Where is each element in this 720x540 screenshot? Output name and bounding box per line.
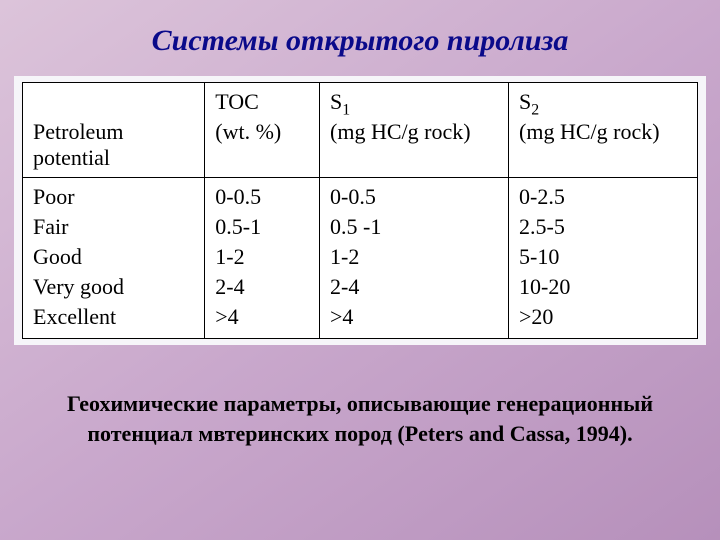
cell: 2-4 (205, 272, 320, 302)
table-row: Poor 0-0.5 0-0.5 0-2.5 (23, 178, 698, 213)
table-body: Poor 0-0.5 0-0.5 0-2.5 Fair 0.5-1 0.5 -1… (23, 178, 698, 339)
slide: Системы открытого пиролиза TOC S1 S2 Pet… (0, 0, 720, 540)
cell: 1-2 (205, 242, 320, 272)
table-container: TOC S1 S2 Petroleum potential (wt. %) (m… (14, 76, 706, 345)
table-row: Fair 0.5-1 0.5 -1 2.5-5 (23, 212, 698, 242)
cell: 0.5 -1 (320, 212, 509, 242)
cell: 10-20 (509, 272, 698, 302)
col-header-bot-1: (wt. %) (205, 117, 320, 178)
col-header-top-1: TOC (205, 83, 320, 118)
cell: 1-2 (320, 242, 509, 272)
col-header-top-3: S2 (509, 83, 698, 118)
col-header-top-2: S1 (320, 83, 509, 118)
table-row: Excellent >4 >4 >20 (23, 302, 698, 339)
cell: 5-10 (509, 242, 698, 272)
cell: Excellent (23, 302, 205, 339)
caption-text: Геохимические параметры, описывающие ген… (38, 389, 682, 448)
cell: Good (23, 242, 205, 272)
table-header-row-2: Petroleum potential (wt. %) (mg HC/g roc… (23, 117, 698, 178)
cell: 2.5-5 (509, 212, 698, 242)
cell: >4 (205, 302, 320, 339)
cell: 0.5-1 (205, 212, 320, 242)
petroleum-potential-table: TOC S1 S2 Petroleum potential (wt. %) (m… (22, 82, 698, 339)
col-header-top-0 (23, 83, 205, 118)
col-header-bot-2: (mg HC/g rock) (320, 117, 509, 178)
cell: 0-2.5 (509, 178, 698, 213)
cell: 0-0.5 (320, 178, 509, 213)
slide-title: Системы открытого пиролиза (28, 24, 692, 58)
table-header-row-1: TOC S1 S2 (23, 83, 698, 118)
cell: >20 (509, 302, 698, 339)
cell: 2-4 (320, 272, 509, 302)
cell: Very good (23, 272, 205, 302)
cell: Fair (23, 212, 205, 242)
table-row: Good 1-2 1-2 5-10 (23, 242, 698, 272)
cell: 0-0.5 (205, 178, 320, 213)
cell: >4 (320, 302, 509, 339)
table-row: Very good 2-4 2-4 10-20 (23, 272, 698, 302)
col-header-bot-3: (mg HC/g rock) (509, 117, 698, 178)
col-header-bot-0: Petroleum potential (23, 117, 205, 178)
cell: Poor (23, 178, 205, 213)
